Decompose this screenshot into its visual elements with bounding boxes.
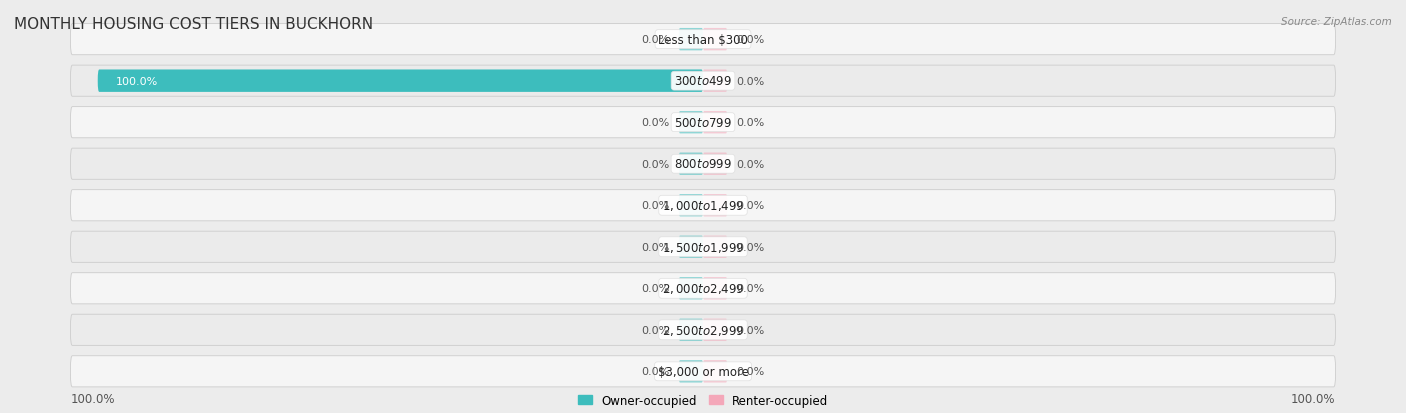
FancyBboxPatch shape [679, 153, 703, 176]
FancyBboxPatch shape [703, 70, 727, 93]
Text: 100.0%: 100.0% [1291, 392, 1336, 405]
Text: Less than $300: Less than $300 [658, 33, 748, 47]
Text: 0.0%: 0.0% [641, 325, 669, 335]
FancyBboxPatch shape [98, 70, 703, 93]
FancyBboxPatch shape [70, 356, 1336, 387]
Text: $2,500 to $2,999: $2,500 to $2,999 [662, 323, 744, 337]
FancyBboxPatch shape [70, 66, 1336, 97]
Text: $2,000 to $2,499: $2,000 to $2,499 [662, 282, 744, 296]
Text: $800 to $999: $800 to $999 [673, 158, 733, 171]
FancyBboxPatch shape [679, 319, 703, 341]
Text: 0.0%: 0.0% [641, 159, 669, 169]
FancyBboxPatch shape [703, 319, 727, 341]
FancyBboxPatch shape [70, 314, 1336, 346]
Text: 0.0%: 0.0% [737, 35, 765, 45]
Text: 0.0%: 0.0% [737, 118, 765, 128]
Text: $500 to $799: $500 to $799 [673, 116, 733, 129]
Text: 0.0%: 0.0% [737, 325, 765, 335]
Text: 0.0%: 0.0% [641, 284, 669, 294]
Text: $300 to $499: $300 to $499 [673, 75, 733, 88]
Text: 0.0%: 0.0% [737, 76, 765, 86]
Text: $1,000 to $1,499: $1,000 to $1,499 [662, 199, 744, 213]
Text: 0.0%: 0.0% [737, 159, 765, 169]
FancyBboxPatch shape [70, 24, 1336, 56]
FancyBboxPatch shape [703, 153, 727, 176]
Text: 0.0%: 0.0% [641, 201, 669, 211]
FancyBboxPatch shape [679, 236, 703, 259]
Text: MONTHLY HOUSING COST TIERS IN BUCKHORN: MONTHLY HOUSING COST TIERS IN BUCKHORN [14, 17, 373, 31]
Text: 100.0%: 100.0% [70, 392, 115, 405]
Text: 0.0%: 0.0% [641, 366, 669, 376]
Text: 0.0%: 0.0% [641, 35, 669, 45]
FancyBboxPatch shape [703, 236, 727, 259]
FancyBboxPatch shape [70, 107, 1336, 138]
Text: $3,000 or more: $3,000 or more [658, 365, 748, 378]
FancyBboxPatch shape [703, 278, 727, 300]
FancyBboxPatch shape [679, 195, 703, 217]
FancyBboxPatch shape [70, 190, 1336, 221]
FancyBboxPatch shape [70, 273, 1336, 304]
Text: 100.0%: 100.0% [115, 76, 157, 86]
Text: 0.0%: 0.0% [737, 366, 765, 376]
Text: Source: ZipAtlas.com: Source: ZipAtlas.com [1281, 17, 1392, 26]
Text: 0.0%: 0.0% [641, 118, 669, 128]
FancyBboxPatch shape [703, 195, 727, 217]
FancyBboxPatch shape [679, 29, 703, 51]
Legend: Owner-occupied, Renter-occupied: Owner-occupied, Renter-occupied [578, 394, 828, 407]
FancyBboxPatch shape [679, 360, 703, 382]
FancyBboxPatch shape [70, 232, 1336, 263]
FancyBboxPatch shape [703, 29, 727, 51]
Text: 0.0%: 0.0% [641, 242, 669, 252]
Text: 0.0%: 0.0% [737, 284, 765, 294]
FancyBboxPatch shape [70, 149, 1336, 180]
FancyBboxPatch shape [679, 278, 703, 300]
Text: $1,500 to $1,999: $1,500 to $1,999 [662, 240, 744, 254]
Text: 0.0%: 0.0% [737, 242, 765, 252]
Text: 0.0%: 0.0% [737, 201, 765, 211]
FancyBboxPatch shape [703, 360, 727, 382]
FancyBboxPatch shape [679, 112, 703, 134]
FancyBboxPatch shape [703, 112, 727, 134]
